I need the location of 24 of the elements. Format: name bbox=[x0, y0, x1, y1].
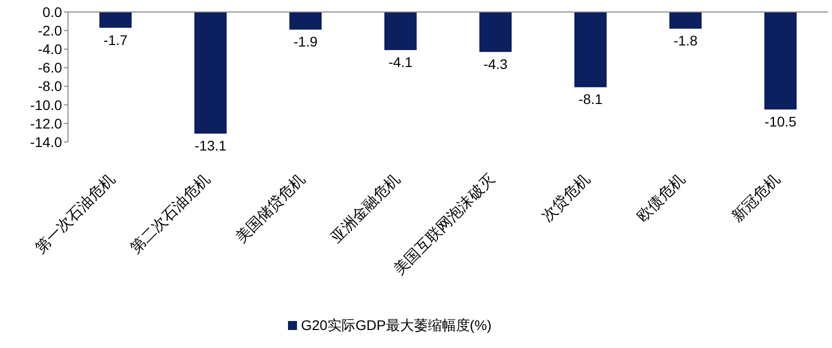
data-label: -1.9 bbox=[293, 34, 318, 50]
x-tick-label: 亚洲金融危机 bbox=[328, 170, 404, 246]
y-tick-label: -14.0 bbox=[30, 134, 62, 150]
y-tick-label: -10.0 bbox=[30, 96, 62, 113]
data-label: -10.5 bbox=[764, 114, 797, 130]
data-label: -13.1 bbox=[194, 138, 227, 154]
y-tick-label: 0.0 bbox=[42, 4, 62, 20]
data-label: -1.7 bbox=[103, 32, 128, 48]
x-tick-label: 新冠危机 bbox=[728, 170, 784, 226]
x-tick-label: 第二次石油危机 bbox=[127, 170, 214, 258]
data-label: -8.1 bbox=[578, 91, 603, 108]
data-label: -4.3 bbox=[483, 56, 508, 72]
y-tick-label: -8.0 bbox=[38, 78, 62, 94]
x-tick-label: 次贷危机 bbox=[538, 170, 594, 226]
y-tick-label: -4.0 bbox=[38, 41, 62, 58]
y-tick-label: -2.0 bbox=[38, 22, 62, 38]
data-label: -1.8 bbox=[673, 32, 698, 49]
x-tick-label: 第一次石油危机 bbox=[32, 170, 118, 258]
x-tick-label: 美国储贷危机 bbox=[232, 170, 308, 246]
legend-label: G20实际GDP最大萎缩幅度(%) bbox=[301, 317, 492, 333]
data-label: -4.1 bbox=[388, 54, 413, 70]
x-tick-label: 欧债危机 bbox=[634, 170, 688, 226]
y-tick-label: -12.0 bbox=[30, 115, 62, 132]
y-tick-label: -6.0 bbox=[38, 60, 62, 76]
